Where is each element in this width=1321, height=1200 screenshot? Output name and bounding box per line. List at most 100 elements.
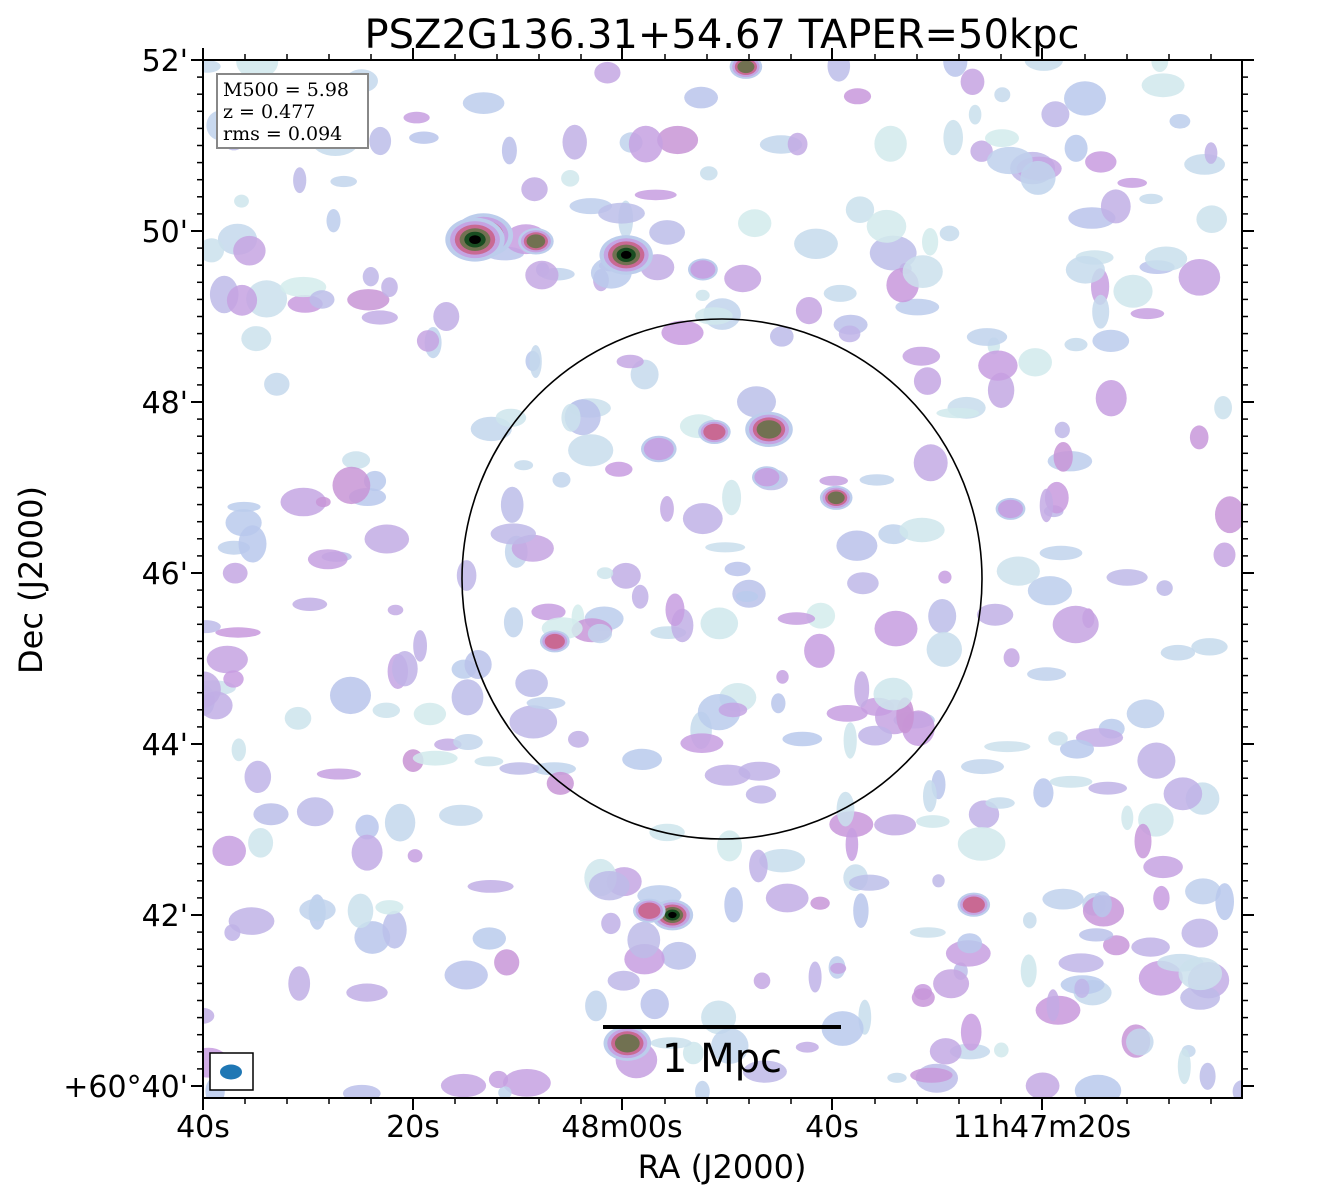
source-level [469,235,481,245]
noise-blob [845,827,859,862]
noise-blob [233,235,266,266]
compact-source [641,435,677,463]
compact-source [745,411,793,447]
noise-blob [742,1060,787,1083]
compact-source [819,485,853,510]
noise-blob [1079,928,1114,942]
noise-blob [416,330,440,352]
compact-source [633,898,666,923]
noise-blob [326,209,341,233]
noise-blob [705,542,746,553]
noise-blob [1199,1062,1216,1090]
noise-blob [1092,294,1110,329]
noise-blob [503,1069,551,1097]
radio-map [203,60,1242,1098]
noise-blob [1065,255,1105,284]
source-level [998,499,1023,519]
noise-blob [994,1042,1009,1058]
noise-blob [1041,101,1070,128]
compact-source [688,258,718,281]
y-axis-label: Dec (J2000) [12,486,50,674]
noise-blob [605,461,633,477]
noise-blob [598,202,645,224]
noise-blob [203,691,233,720]
noise-blob [854,671,870,708]
noise-blob [910,1067,953,1083]
noise-blob [552,472,571,488]
noise-blob [1018,348,1052,377]
noise-blob [464,650,492,679]
noise-blob [923,780,937,813]
compact-source [729,60,763,79]
noise-blob [332,466,371,505]
noise-blob [222,562,248,584]
noise-blob [607,970,640,991]
noise-blob [777,612,816,625]
noise-blob [711,1028,749,1064]
y-tick-label: 48' [142,386,188,421]
noise-blob [241,326,272,352]
noise-blob [215,627,261,638]
noise-blob [375,900,404,915]
noise-blob [330,175,358,188]
noise-blob [562,124,587,160]
noise-blob [499,762,540,775]
y-axis: 52' 50' 48' 46' 44' 42' +60°40' [63,44,1254,1105]
noise-blob [929,1038,962,1065]
noise-blob [1160,644,1196,661]
noise-blob [1215,883,1234,921]
compact-source [698,419,731,444]
noise-blob [978,350,1018,381]
noise-blob [1064,134,1088,162]
noise-blob [1053,442,1073,472]
noise-blob [943,60,968,77]
noise-blob [899,517,945,543]
noise-blob [307,549,348,570]
noise-blob [467,880,514,893]
noise-blob [1156,580,1173,596]
noise-blob [926,631,962,667]
noise-blob [943,119,963,156]
r500-circle [461,318,983,840]
noise-blob [911,988,935,1007]
noise-blob [293,167,307,194]
noise-blob [407,849,423,863]
noise-blob [1181,918,1219,948]
noise-blob [916,815,950,828]
noise-blob [246,280,288,318]
noise-blob [521,177,548,202]
noise-blob [444,960,488,990]
noise-blob [939,225,960,242]
noise-blob [874,610,918,647]
noise-blob [342,451,371,470]
noise-blob [596,567,614,580]
noise-blob [843,722,857,759]
noise-blob [330,676,371,715]
noise-blob [372,702,400,718]
info-box: M500 = 5.98 z = 0.477 rms = 0.094 [216,73,369,149]
noise-blob [836,791,855,827]
noise-blob [684,86,718,109]
noise-blob [874,125,907,162]
noise-blob [847,572,879,595]
noise-blob [735,591,759,602]
noise-blob [1020,954,1037,988]
noise-blob [661,941,697,970]
noise-blob [1058,953,1104,973]
compact-source [603,1025,652,1061]
noise-blob [212,835,246,867]
y-tick-label: 50' [142,215,188,250]
noise-blob [451,679,484,716]
noise-blob [887,1072,907,1083]
noise-blob [1117,177,1147,188]
compact-source [445,217,505,262]
noise-blob [1113,274,1153,308]
noise-blob [594,61,621,84]
noise-blob [203,620,221,634]
noise-blob [795,297,823,325]
noise-blob [223,670,244,688]
source-level [620,250,632,259]
noise-blob [585,990,607,1022]
noise-blob [1003,648,1020,668]
source-level [643,437,674,461]
